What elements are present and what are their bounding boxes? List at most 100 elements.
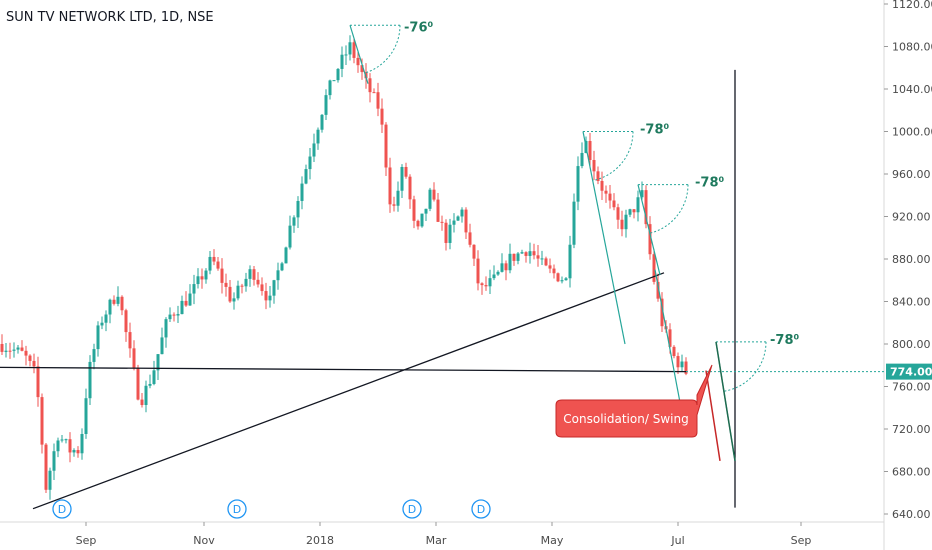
candle-body (344, 54, 348, 56)
candle-body (184, 300, 188, 306)
candle-body (464, 209, 468, 233)
candle-body (444, 222, 448, 243)
candle-body (224, 282, 228, 287)
candle-body (356, 57, 360, 66)
candle-body (468, 232, 472, 245)
candle-body (308, 156, 312, 170)
candle-body (108, 299, 112, 315)
candle-body (172, 314, 176, 316)
candle-body (432, 189, 436, 200)
candle-body (216, 261, 220, 269)
angle-line (349, 25, 369, 84)
candle-body (348, 42, 352, 55)
candle-body (180, 300, 184, 315)
candle-body (372, 92, 376, 94)
candle-body (556, 273, 560, 282)
candle-body (592, 159, 596, 172)
angle-label: -78⁰ (640, 123, 669, 138)
candle-body (396, 190, 400, 206)
candle-body (208, 256, 212, 271)
x-tick-label: Sep (76, 534, 97, 547)
callout-label: Consolidation/ Swing (563, 412, 688, 426)
candle-body (640, 190, 644, 198)
candle-body (532, 251, 536, 256)
candle-body (600, 180, 604, 191)
candle-body (272, 280, 276, 296)
candle-body (268, 295, 272, 301)
angle-arc (649, 184, 689, 234)
candle-body (56, 440, 60, 452)
candle-body (332, 80, 336, 82)
dividend-label: D (408, 503, 416, 516)
candle-body (504, 263, 508, 271)
candle-body (24, 350, 28, 356)
candle-body (492, 274, 496, 279)
candle-body (456, 216, 460, 221)
angle-label: -78⁰ (770, 333, 799, 348)
candle-body (48, 470, 52, 490)
candle-body (340, 54, 344, 69)
candle-body (496, 271, 500, 275)
candle-body (448, 224, 452, 243)
candle-body (192, 284, 196, 294)
dividend-label: D (233, 503, 241, 516)
dividend-marker: D (402, 499, 422, 519)
candle-body (484, 285, 488, 287)
candle-body (548, 265, 552, 269)
candle-body (672, 346, 676, 357)
candle-body (0, 344, 4, 352)
angle-arc (364, 25, 401, 74)
candle-body (508, 253, 512, 271)
candle-body (328, 80, 332, 96)
candle-body (360, 65, 364, 73)
candle-body (196, 276, 200, 285)
x-tick-label: Mar (426, 534, 447, 547)
candle-body (240, 285, 244, 287)
candle-body (36, 366, 40, 398)
angle-label: -78⁰ (695, 176, 724, 191)
y-tick-label: 920.00 (892, 211, 931, 224)
candle-body (280, 263, 284, 271)
candle-body (260, 284, 264, 292)
candle-body (80, 434, 84, 454)
candle-body (244, 278, 248, 287)
candle-body (156, 354, 160, 371)
candle-body (64, 439, 68, 441)
candle-body (404, 166, 408, 177)
candle-body (120, 296, 124, 311)
candle-body (60, 439, 64, 441)
candle-body (472, 244, 476, 259)
angle-arc (592, 131, 634, 182)
candle-body (220, 268, 224, 283)
candle-body (512, 253, 516, 261)
candle-body (152, 370, 156, 384)
candle-body (248, 269, 252, 279)
candle-body (336, 68, 340, 81)
x-axis: Sep Nov 2018 Mar May Jul Sep (76, 522, 811, 547)
candle-body (516, 253, 520, 261)
candle-body (476, 258, 480, 284)
candle-body (576, 166, 580, 202)
grid (0, 0, 885, 550)
candle-body (668, 329, 672, 347)
candle-body (316, 129, 320, 144)
current-price-bg (886, 363, 932, 380)
candle-body (596, 171, 600, 181)
candle-body (164, 319, 168, 338)
y-axis: 640.00 680.00 720.00 760.00 800.00 840.00 880.… (884, 0, 932, 521)
candle-body (252, 269, 256, 280)
candle-body (300, 183, 304, 201)
candle-body (168, 314, 172, 320)
candle-body (612, 200, 616, 208)
candle-body (368, 78, 372, 93)
candle-body (568, 244, 572, 279)
candle-body (376, 92, 380, 109)
candle-body (288, 225, 292, 248)
candle-body (204, 270, 208, 280)
candle-body (44, 444, 48, 490)
dividend-marker: D (52, 499, 72, 519)
candle-body (188, 293, 192, 306)
dividend-label: D (477, 503, 485, 516)
candle-body (580, 152, 584, 167)
